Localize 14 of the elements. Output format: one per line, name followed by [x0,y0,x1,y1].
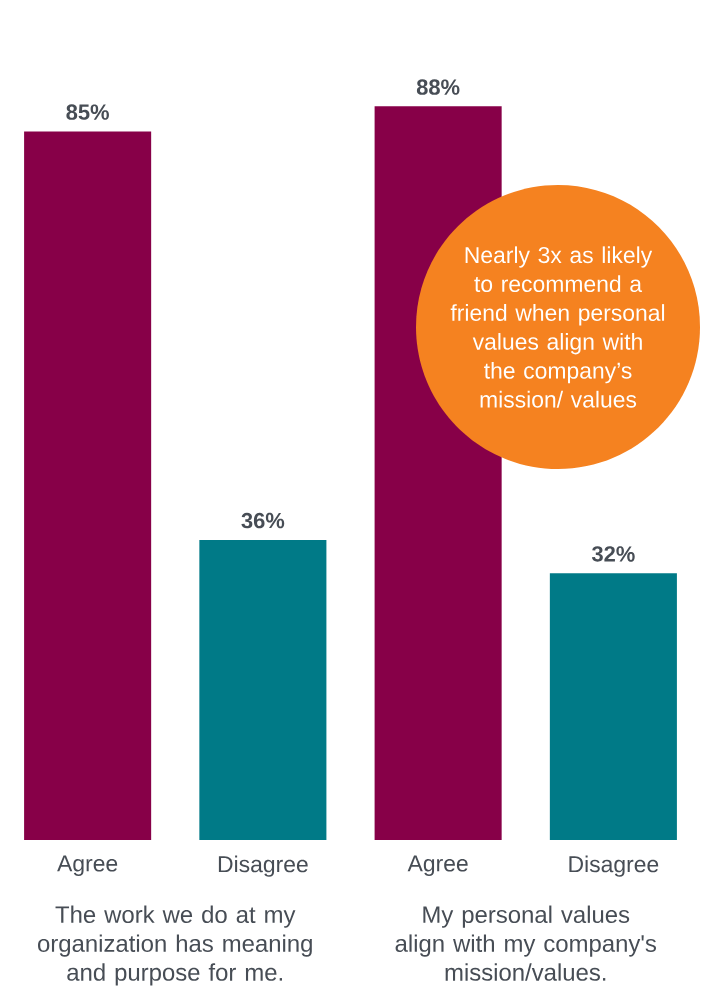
data-label: 32% [591,546,635,562]
text: My personal values align with my company's mission/values. [395,905,657,981]
data-label: 85% [66,104,109,120]
data-label: 88% [416,79,460,95]
bar [199,539,327,840]
x-tick-label: Disagree [569,855,659,877]
text: The work we do at my organization has meaning and purpose for me. [38,905,312,986]
data-label: 36% [241,512,285,529]
x-tick-label: Agree [57,855,118,877]
bar [549,573,677,840]
bar [24,131,152,840]
annotation: Nearly 3x as likely to recommend a friend when personal values align with the company’s mission/ values [450,246,665,408]
x-tick-label: Agree [407,855,468,877]
x-tick-label: Disagree [218,855,308,877]
